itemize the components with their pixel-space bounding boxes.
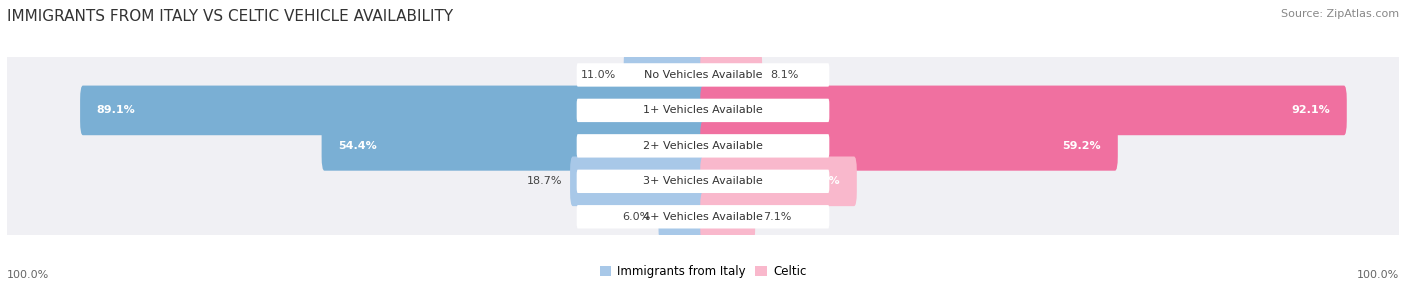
Text: 54.4%: 54.4% [339, 141, 377, 151]
FancyBboxPatch shape [576, 205, 830, 229]
Text: 2+ Vehicles Available: 2+ Vehicles Available [643, 141, 763, 151]
Text: 3+ Vehicles Available: 3+ Vehicles Available [643, 176, 763, 186]
FancyBboxPatch shape [576, 63, 830, 87]
Text: 89.1%: 89.1% [97, 106, 135, 115]
FancyBboxPatch shape [700, 86, 1347, 135]
FancyBboxPatch shape [700, 156, 856, 206]
Text: 100.0%: 100.0% [1357, 270, 1399, 280]
Text: 92.1%: 92.1% [1291, 106, 1330, 115]
FancyBboxPatch shape [700, 192, 755, 242]
FancyBboxPatch shape [576, 170, 830, 193]
Text: Source: ZipAtlas.com: Source: ZipAtlas.com [1281, 9, 1399, 19]
Text: 8.1%: 8.1% [770, 70, 799, 80]
FancyBboxPatch shape [624, 50, 706, 100]
FancyBboxPatch shape [4, 62, 1402, 159]
FancyBboxPatch shape [700, 121, 1118, 171]
FancyBboxPatch shape [569, 156, 706, 206]
Text: 4+ Vehicles Available: 4+ Vehicles Available [643, 212, 763, 222]
FancyBboxPatch shape [80, 86, 706, 135]
Text: 1+ Vehicles Available: 1+ Vehicles Available [643, 106, 763, 115]
FancyBboxPatch shape [4, 133, 1402, 230]
Text: 21.7%: 21.7% [801, 176, 841, 186]
FancyBboxPatch shape [658, 192, 706, 242]
Text: IMMIGRANTS FROM ITALY VS CELTIC VEHICLE AVAILABILITY: IMMIGRANTS FROM ITALY VS CELTIC VEHICLE … [7, 9, 453, 23]
Text: 6.0%: 6.0% [623, 212, 651, 222]
Text: 7.1%: 7.1% [763, 212, 792, 222]
Text: 18.7%: 18.7% [527, 176, 562, 186]
FancyBboxPatch shape [700, 50, 762, 100]
FancyBboxPatch shape [4, 97, 1402, 194]
Text: No Vehicles Available: No Vehicles Available [644, 70, 762, 80]
Text: 100.0%: 100.0% [7, 270, 49, 280]
Legend: Immigrants from Italy, Celtic: Immigrants from Italy, Celtic [599, 265, 807, 278]
Text: 11.0%: 11.0% [581, 70, 616, 80]
FancyBboxPatch shape [576, 134, 830, 158]
FancyBboxPatch shape [4, 168, 1402, 265]
FancyBboxPatch shape [322, 121, 706, 171]
Text: 59.2%: 59.2% [1063, 141, 1101, 151]
FancyBboxPatch shape [576, 99, 830, 122]
FancyBboxPatch shape [4, 26, 1402, 124]
